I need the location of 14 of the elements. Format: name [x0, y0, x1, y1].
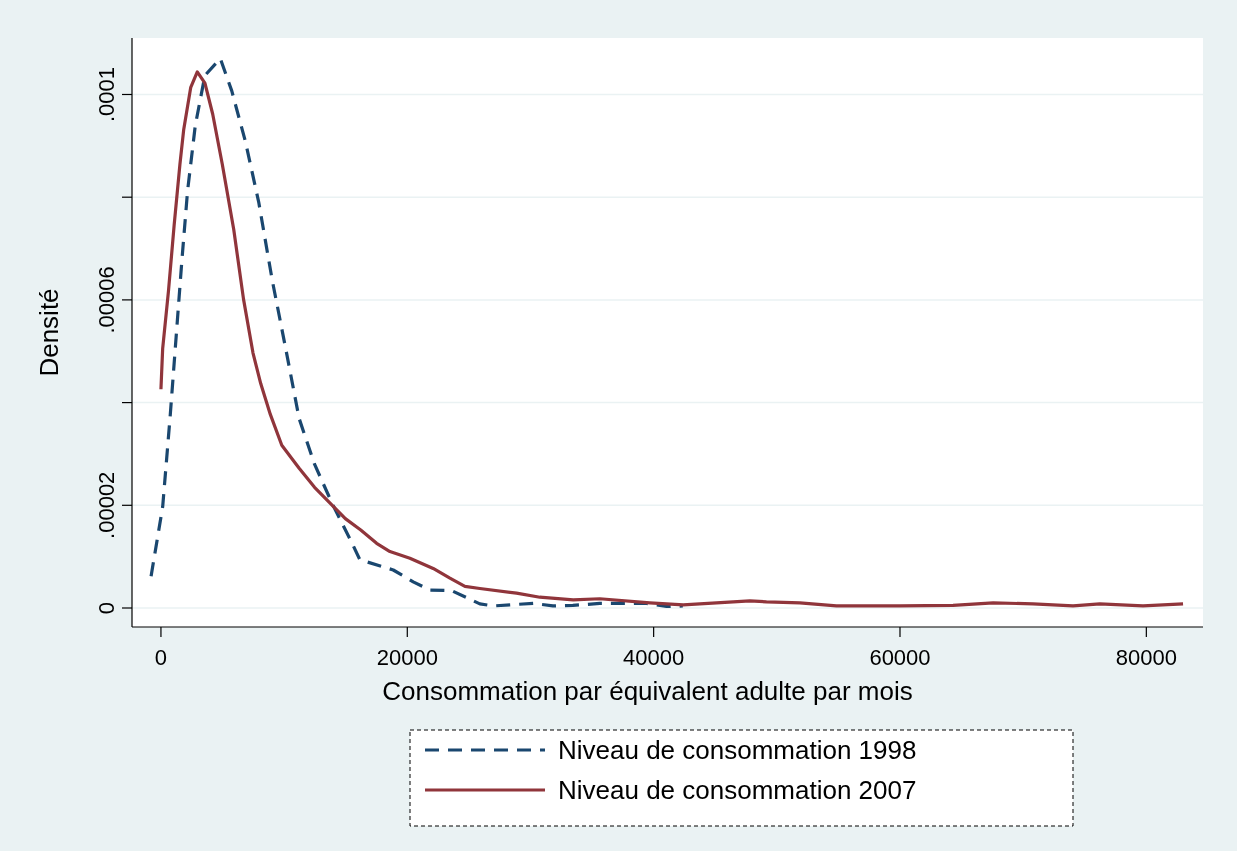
x-tick-label: 80000	[1115, 645, 1177, 670]
y-tick-label: .0001	[94, 66, 119, 123]
y-tick-label: .00002	[94, 471, 119, 539]
x-tick-label: 20000	[376, 645, 438, 670]
line-series	[159, 70, 1185, 608]
x-axis-title: Consommation par équivalent adulte par mois	[382, 676, 913, 706]
y-tick-label: 0	[94, 601, 119, 615]
y-tick-label: .00006	[94, 266, 119, 334]
y-axis-title: Densité	[34, 288, 64, 377]
legend-label: Niveau de consommation 2007	[558, 775, 917, 805]
x-tick-label: 60000	[869, 645, 931, 670]
x-tick-label: 0	[154, 645, 168, 670]
x-tick-label: 40000	[623, 645, 685, 670]
legend-label: Niveau de consommation 1998	[558, 735, 917, 765]
